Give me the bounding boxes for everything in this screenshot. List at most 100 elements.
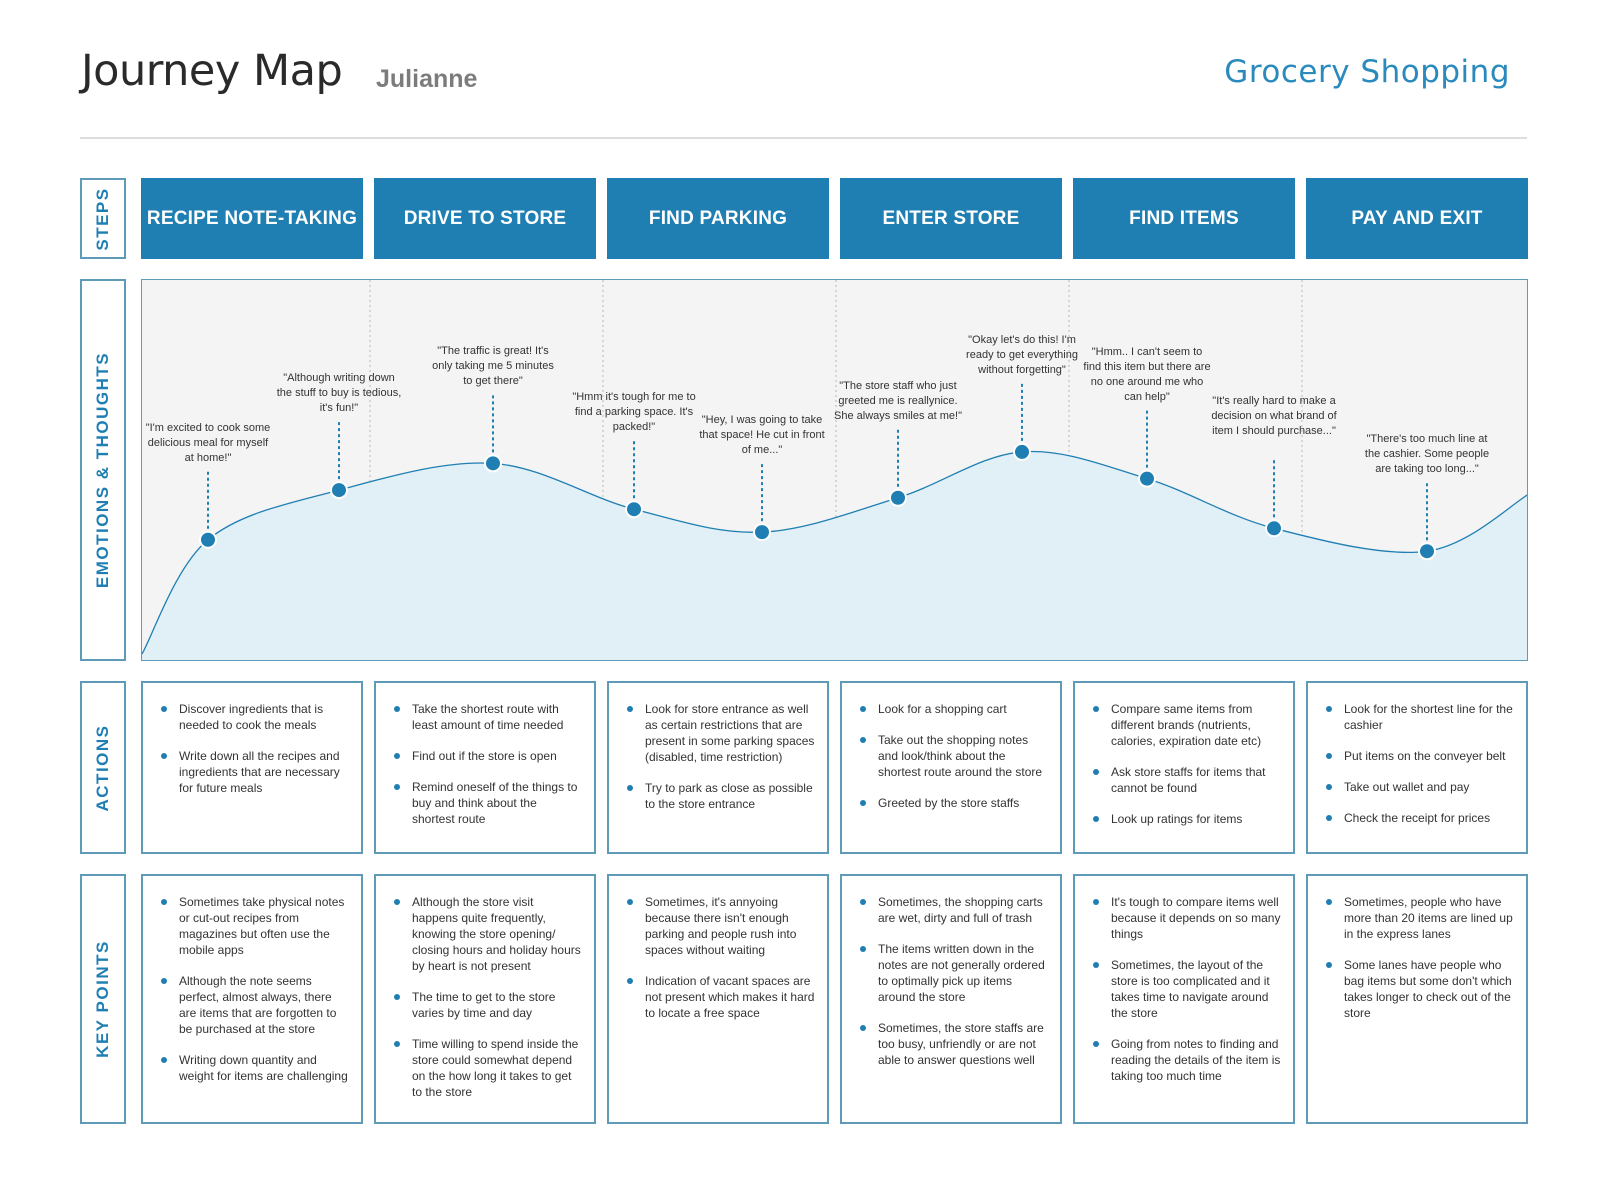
row-label-steps-text: STEPS [93, 186, 112, 251]
list-item: Writing down quantity and weight for ite… [161, 1052, 349, 1084]
actions-card: Take the shortest route with least amoun… [374, 681, 596, 854]
key-points-card: Sometimes, people who have more than 20 … [1306, 874, 1528, 1124]
emotion-point [889, 488, 907, 507]
actions-list: Look for the shortest line for the cashi… [1326, 701, 1514, 826]
row-label-emotions: EMOTIONS & THOUGHTS [80, 279, 126, 661]
emotion-quote: "Okay let's do this! I'm ready to get ev… [966, 333, 1078, 376]
actions-card: Discover ingredients that is needed to c… [141, 681, 363, 854]
emotion-point [199, 530, 217, 549]
step-header: FIND PARKING [607, 178, 829, 259]
header-divider [80, 137, 1527, 139]
list-item: Take out wallet and pay [1326, 779, 1514, 795]
row-label-steps: STEPS [80, 178, 126, 259]
emotion-point [753, 523, 771, 542]
emotion-area [142, 451, 1527, 660]
emotion-point [1138, 469, 1156, 488]
actions-card: Compare same items from different brands… [1073, 681, 1295, 854]
list-item: Ask store staffs for items that cannot b… [1093, 764, 1281, 796]
list-item: The items written down in the notes are … [860, 941, 1048, 1005]
list-item: It's tough to compare items well because… [1093, 894, 1281, 942]
list-item: Find out if the store is open [394, 748, 582, 764]
row-label-key-points-text: KEY POINTS [93, 940, 112, 1058]
list-item: Going from notes to finding and reading … [1093, 1036, 1281, 1084]
persona-name: Julianne [376, 65, 478, 93]
list-item: Look for store entrance as well as certa… [627, 701, 815, 765]
emotion-quote: "Hmm.. I can't seem to find this item bu… [1083, 345, 1211, 403]
step-header: ENTER STORE [840, 178, 1062, 259]
list-item: Sometimes, it's annyoing because there i… [627, 894, 815, 958]
key-points-list: Sometimes, the shopping carts are wet, d… [860, 894, 1048, 1068]
step-header: RECIPE NOTE-TAKING [141, 178, 363, 259]
row-label-key-points: KEY POINTS [80, 874, 126, 1124]
key-points-card: Sometimes, it's annyoing because there i… [607, 874, 829, 1124]
step-header: DRIVE TO STORE [374, 178, 596, 259]
list-item: Sometimes, the shopping carts are wet, d… [860, 894, 1048, 926]
emotion-quote: "Hey, I was going to take that space! He… [699, 414, 825, 457]
emotion-quote: "The store staff who just greeted me is … [834, 379, 963, 422]
list-item: Put items on the conveyer belt [1326, 748, 1514, 764]
actions-list: Take the shortest route with least amoun… [394, 701, 582, 827]
list-item: Remind oneself of the things to buy and … [394, 779, 582, 827]
emotion-point [1418, 542, 1436, 561]
key-points-list: Sometimes, people who have more than 20 … [1326, 894, 1514, 1021]
emotion-quote: "Although writing down the stuff to buy … [276, 372, 402, 415]
step-header: PAY AND EXIT [1306, 178, 1528, 259]
list-item: Sometimes, the layout of the store is to… [1093, 957, 1281, 1021]
emotion-point [1265, 519, 1283, 538]
step-header: FIND ITEMS [1073, 178, 1295, 259]
list-item: Take the shortest route with least amoun… [394, 701, 582, 733]
list-item: Discover ingredients that is needed to c… [161, 701, 349, 733]
actions-list: Look for store entrance as well as certa… [627, 701, 815, 812]
emotion-quote: "Hmm it's tough for me to find a parking… [572, 391, 696, 434]
emotion-point [625, 500, 643, 519]
list-item: Indication of vacant spaces are not pres… [627, 973, 815, 1021]
actions-card: Look for a shopping cart Take out the sho… [840, 681, 1062, 854]
emotion-quote: "It's really hard to make a decision on … [1211, 395, 1337, 438]
actions-list: Look for a shopping cart Take out the sho… [860, 701, 1048, 811]
list-item: Although the note seems perfect, almost … [161, 973, 349, 1037]
list-item: Time willing to spend inside the store c… [394, 1036, 582, 1100]
key-points-list: Although the store visit happens quite f… [394, 894, 582, 1100]
emotion-curve-svg [142, 280, 1527, 660]
emotion-point [330, 481, 348, 500]
emotion-quote: "The traffic is great! It's only taking … [432, 345, 554, 388]
actions-card: Look for store entrance as well as certa… [607, 681, 829, 854]
row-label-actions: ACTIONS [80, 681, 126, 854]
list-item: Look up ratings for items [1093, 811, 1281, 827]
list-item: Sometimes, the store staffs are too busy… [860, 1020, 1048, 1068]
key-points-card: Sometimes take physical notes or cut-out… [141, 874, 363, 1124]
list-item: Check the receipt for prices [1326, 810, 1514, 826]
list-item: The time to get to the store varies by t… [394, 989, 582, 1021]
list-item: Sometimes take physical notes or cut-out… [161, 894, 349, 958]
list-item: Write down all the recipes and ingredien… [161, 748, 349, 796]
actions-card: Look for the shortest line for the cashi… [1306, 681, 1528, 854]
key-points-list: It's tough to compare items well because… [1093, 894, 1281, 1084]
emotion-point [484, 454, 502, 473]
actions-list: Discover ingredients that is needed to c… [161, 701, 349, 796]
row-label-actions-text: ACTIONS [93, 724, 112, 811]
journey-topic: Grocery Shopping [1224, 54, 1510, 90]
key-points-card: Although the store visit happens quite f… [374, 874, 596, 1124]
emotion-line [142, 450, 1527, 655]
emotion-quote: "I'm excited to cook some delicious meal… [145, 421, 271, 464]
emotions-chart: "I'm excited to cook some delicious meal… [141, 279, 1528, 661]
page-title: Journey Map [81, 46, 343, 96]
list-item: Compare same items from different brands… [1093, 701, 1281, 749]
list-item: Greeted by the store staffs [860, 795, 1048, 811]
list-item: Sometimes, people who have more than 20 … [1326, 894, 1514, 942]
emotion-quote: "There's too much line at the cashier. S… [1364, 433, 1490, 476]
list-item: Although the store visit happens quite f… [394, 894, 582, 974]
key-points-card: Sometimes, the shopping carts are wet, d… [840, 874, 1062, 1124]
list-item: Some lanes have people who bag items but… [1326, 957, 1514, 1021]
list-item: Try to park as close as possible to the … [627, 780, 815, 812]
key-points-card: It's tough to compare items well because… [1073, 874, 1295, 1124]
list-item: Look for the shortest line for the cashi… [1326, 701, 1514, 733]
list-item: Take out the shopping notes and look/thi… [860, 732, 1048, 780]
actions-list: Compare same items from different brands… [1093, 701, 1281, 827]
key-points-list: Sometimes take physical notes or cut-out… [161, 894, 349, 1084]
key-points-list: Sometimes, it's annyoing because there i… [627, 894, 815, 1021]
emotion-point [1013, 442, 1031, 461]
row-label-emotions-text: EMOTIONS & THOUGHTS [93, 351, 112, 589]
list-item: Look for a shopping cart [860, 701, 1048, 717]
